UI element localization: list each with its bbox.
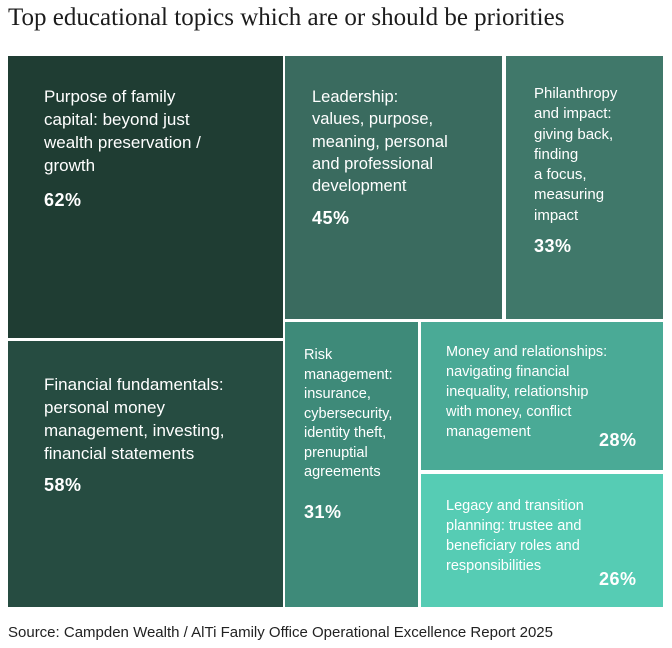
tile-value: 58%	[44, 475, 82, 495]
source-note: Source: Campden Wealth / AlTi Family Off…	[8, 624, 553, 641]
treemap-tile-legacy: Legacy and transition planning: trustee a…	[421, 474, 663, 607]
tile-label: Purpose of family capital: beyond just wea…	[44, 87, 201, 175]
tile-value: 26%	[599, 569, 637, 589]
tile-value: 45%	[312, 208, 350, 228]
treemap-tile-risk: Risk management: insurance, cybersecurity, i…	[285, 322, 418, 607]
tile-label: Leadership: values, purpose, meaning, pers…	[312, 88, 448, 196]
tile-value: 31%	[304, 502, 342, 522]
tile-value: 28%	[599, 430, 637, 450]
tile-label: Legacy and transition planning: trustee a…	[446, 498, 584, 574]
chart-title: Top educational topics which are or shou…	[8, 4, 565, 31]
tile-label: Philanthropy and impact: giving back, findi…	[534, 85, 618, 224]
tile-label: Money and relationships: navigating finan…	[446, 344, 608, 440]
tile-label: Risk management: insurance, cybersecurity, i…	[304, 347, 393, 481]
treemap-tile-money: Money and relationships: navigating finan…	[421, 322, 663, 470]
tile-label: Financial fundamentals: personal money man…	[44, 375, 225, 463]
tile-value: 62%	[44, 190, 82, 210]
treemap-tile-philanthropy: Philanthropy and impact: giving back, findi…	[506, 56, 663, 319]
treemap-tile-financial: Financial fundamentals: personal money man…	[8, 341, 283, 607]
tile-value: 33%	[534, 236, 572, 256]
treemap-tile-leadership: Leadership: values, purpose, meaning, pers…	[285, 56, 502, 319]
treemap-tile-purpose: Purpose of family capital: beyond just wea…	[8, 56, 283, 338]
